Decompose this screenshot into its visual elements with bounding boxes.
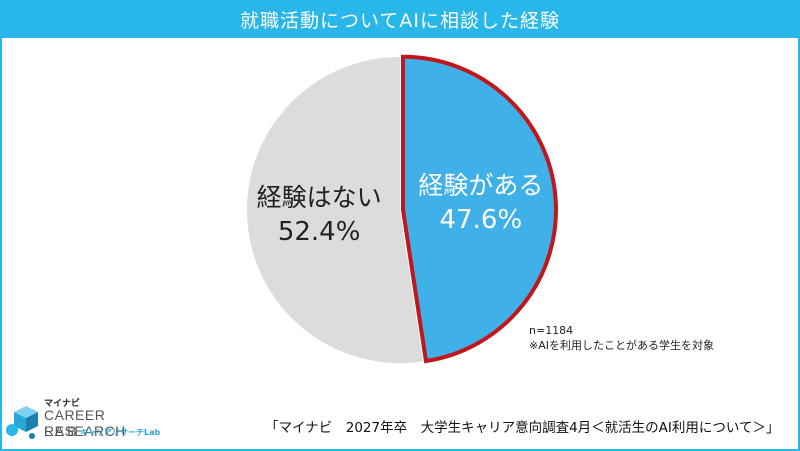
slice-label-0: 経験がある	[418, 171, 543, 200]
logo-brand-small: マイナビ	[44, 399, 80, 409]
source-citation: 「マイナビ 2027年卒 大学生キャリア意向調査4月＜就活生のAI利用について＞…	[265, 420, 780, 436]
slice-value-1: 52.4%	[278, 217, 361, 247]
chart-title-bar: 就職活動についてAIに相談した経験	[0, 0, 800, 38]
target-note: ※AIを利用したことがある学生を対象	[529, 339, 714, 352]
logo-brand-lab: LAB	[44, 423, 80, 439]
chart-title: 就職活動についてAIに相談した経験	[239, 9, 561, 32]
slice-value-0: 47.6%	[440, 205, 523, 235]
sample-size: n=1184	[529, 324, 574, 337]
logo-brand-kana: キャリアリサーチLab	[80, 428, 161, 437]
pie-slice-0	[400, 54, 558, 364]
career-research-lab-logo: マイナビ CAREER RESEARCH LAB キャリアリサーチLab	[4, 396, 179, 448]
logo-brand-main: CAREER RESEARCH	[44, 407, 126, 439]
cube-logo-icon	[6, 406, 38, 439]
slice-label-1: 経験はない	[257, 183, 382, 212]
pie-slice-1	[246, 57, 423, 363]
chart-note: n=1184 ※AIを利用したことがある学生を対象	[529, 323, 714, 353]
